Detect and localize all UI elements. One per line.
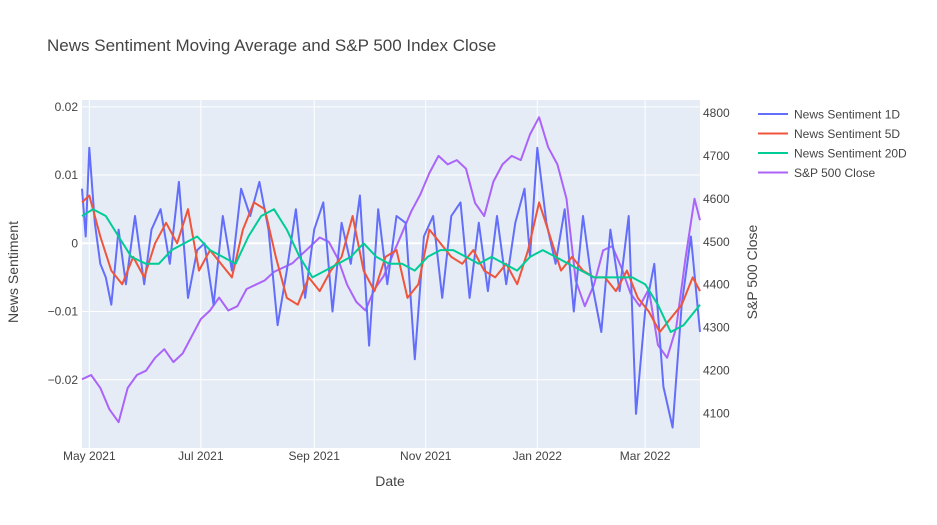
legend-label: S&P 500 Close bbox=[794, 166, 875, 180]
x-axis-ticks: May 2021 Jul 2021 Sep 2021 Nov 2021 Jan 2022… bbox=[63, 449, 671, 463]
plot-area bbox=[81, 100, 701, 448]
x-tick-label: Nov 2021 bbox=[400, 449, 452, 463]
chart-title: News Sentiment Moving Average and S&P 50… bbox=[47, 36, 496, 55]
series-line-s-p-500-close[interactable] bbox=[81, 116, 701, 424]
y-right-tick-label: 4300 bbox=[703, 321, 730, 335]
series-line-news-sentiment-1d[interactable] bbox=[81, 146, 701, 429]
y-right-axis-label: S&P 500 Close bbox=[744, 224, 760, 319]
y-right-tick-label: 4200 bbox=[703, 364, 730, 378]
series-line-news-sentiment-20d[interactable] bbox=[81, 208, 701, 333]
y-right-tick-label: 4700 bbox=[703, 149, 730, 163]
y-right-axis-ticks: 4800 4700 4600 4500 4400 4300 4200 4100 bbox=[703, 106, 730, 421]
y-right-tick-label: 4400 bbox=[703, 278, 730, 292]
legend-label: News Sentiment 1D bbox=[794, 108, 900, 122]
legend-item[interactable]: S&P 500 Close bbox=[758, 166, 875, 180]
series-layer bbox=[81, 116, 701, 429]
y-left-tick-label: −0.01 bbox=[48, 305, 79, 319]
legend-item[interactable]: News Sentiment 20D bbox=[758, 147, 907, 161]
x-axis-label: Date bbox=[375, 473, 405, 489]
y-left-tick-label: 0 bbox=[71, 236, 78, 250]
x-tick-label: Mar 2022 bbox=[620, 449, 671, 463]
legend-label: News Sentiment 5D bbox=[794, 127, 900, 141]
y-left-axis-label: News Sentiment bbox=[5, 221, 21, 323]
legend[interactable]: News Sentiment 1D News Sentiment 5D News S… bbox=[758, 108, 907, 181]
x-tick-label: May 2021 bbox=[63, 449, 116, 463]
y-left-axis-ticks: 0.02 0.01 0 −0.01 −0.02 bbox=[48, 100, 79, 387]
x-tick-label: Sep 2021 bbox=[289, 449, 341, 463]
legend-item[interactable]: News Sentiment 1D bbox=[758, 108, 900, 122]
legend-label: News Sentiment 20D bbox=[794, 147, 907, 161]
legend-item[interactable]: News Sentiment 5D bbox=[758, 127, 900, 141]
y-right-tick-label: 4100 bbox=[703, 407, 730, 421]
y-left-tick-label: 0.01 bbox=[55, 168, 79, 182]
x-tick-label: Jul 2021 bbox=[178, 449, 224, 463]
y-right-tick-label: 4500 bbox=[703, 235, 730, 249]
x-tick-label: Jan 2022 bbox=[513, 449, 563, 463]
y-right-tick-label: 4800 bbox=[703, 106, 730, 120]
y-left-tick-label: 0.02 bbox=[55, 100, 79, 114]
y-left-tick-label: −0.02 bbox=[48, 373, 79, 387]
y-right-tick-label: 4600 bbox=[703, 192, 730, 206]
